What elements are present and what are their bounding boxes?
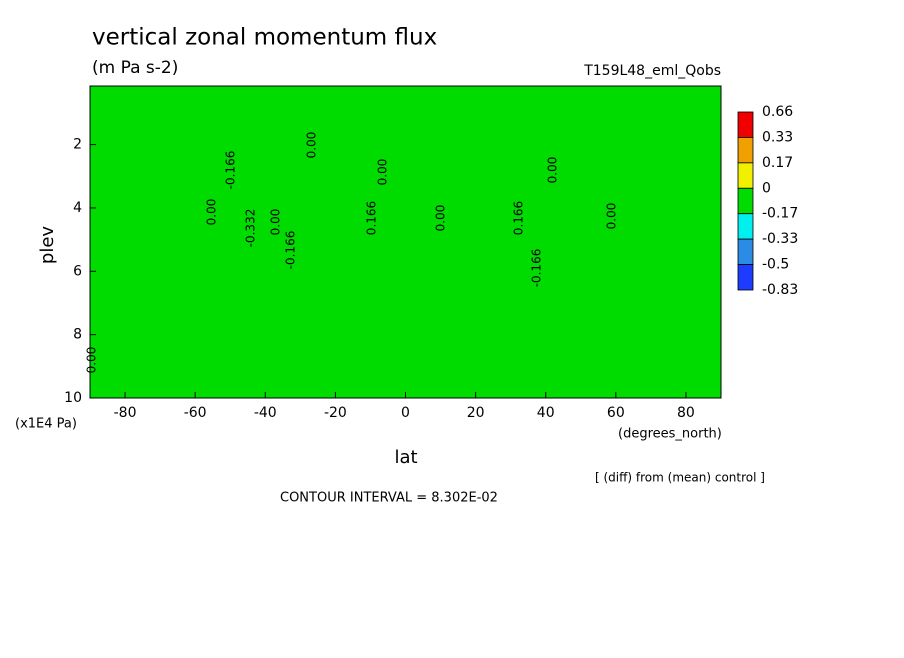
note: [ (diff) from (mean) control ] <box>595 471 765 485</box>
colorbar-box <box>737 111 754 138</box>
x-tick-label: -20 <box>324 405 347 421</box>
y-tick-label: 10 <box>64 390 82 406</box>
colorbar-box <box>737 137 754 164</box>
chart-subtitle: (m Pa s-2) <box>92 58 178 78</box>
colorbar-label: -0.83 <box>762 282 798 298</box>
x-tick-label: -80 <box>114 405 137 421</box>
x-tick-label: -40 <box>254 405 277 421</box>
contour-label: -0.166 <box>224 151 238 190</box>
contour-label: 0.00 <box>205 199 219 226</box>
contour-label: 0.166 <box>365 201 379 235</box>
y-tick-label: 6 <box>73 263 82 279</box>
colorbar-label: -0.33 <box>762 231 798 247</box>
colorbar-label: 0.66 <box>762 104 793 120</box>
colorbar-box <box>737 162 754 189</box>
x-tick-label: 0 <box>401 405 410 421</box>
x-unit: (degrees_north) <box>618 427 722 442</box>
x-tick-label: 20 <box>467 405 485 421</box>
contour-label: 0.00 <box>305 132 319 159</box>
x-tick-label: 60 <box>607 405 625 421</box>
contour-label: 0.00 <box>85 347 99 374</box>
contour-label: 0.00 <box>376 159 390 186</box>
colorbar-label: 0 <box>762 180 771 196</box>
contour-label: 0.00 <box>605 203 619 230</box>
y-unit: (x1E4 Pa) <box>15 417 77 432</box>
y-tick-label: 8 <box>73 327 82 343</box>
contour-label: 0.00 <box>434 205 448 232</box>
colorbar-box <box>737 213 754 240</box>
colorbar-label: 0.17 <box>762 155 793 171</box>
x-tick-label: 40 <box>537 405 555 421</box>
contour-label: -0.166 <box>284 231 298 270</box>
contour-label: 0.166 <box>512 201 526 235</box>
colorbar-box <box>737 264 754 291</box>
colorbar-box <box>737 187 754 215</box>
x-tick-label: -60 <box>184 405 207 421</box>
run-name: T159L48_eml_Qobs <box>583 63 721 79</box>
y-tick-label: 4 <box>73 200 82 216</box>
x-tick-label: 80 <box>677 405 695 421</box>
contour-interval: CONTOUR INTERVAL = 8.302E-02 <box>280 491 498 506</box>
contour-field <box>90 86 721 398</box>
y-tick-label: 2 <box>73 137 82 153</box>
contour-label: 0.00 <box>546 157 560 184</box>
chart-title: vertical zonal momentum flux <box>92 25 437 51</box>
colorbar-label: -0.5 <box>762 257 789 273</box>
x-axis-label: lat <box>394 447 417 468</box>
colorbar-label: -0.17 <box>762 206 798 222</box>
contour-label: -0.166 <box>530 249 544 288</box>
colorbar-label: 0.33 <box>762 129 793 145</box>
contour-label: -0.332 <box>244 209 258 248</box>
background-region <box>90 86 721 398</box>
colorbar-box <box>737 238 754 265</box>
contour-label: 0.00 <box>269 209 283 236</box>
y-axis-label: plev <box>37 226 58 265</box>
